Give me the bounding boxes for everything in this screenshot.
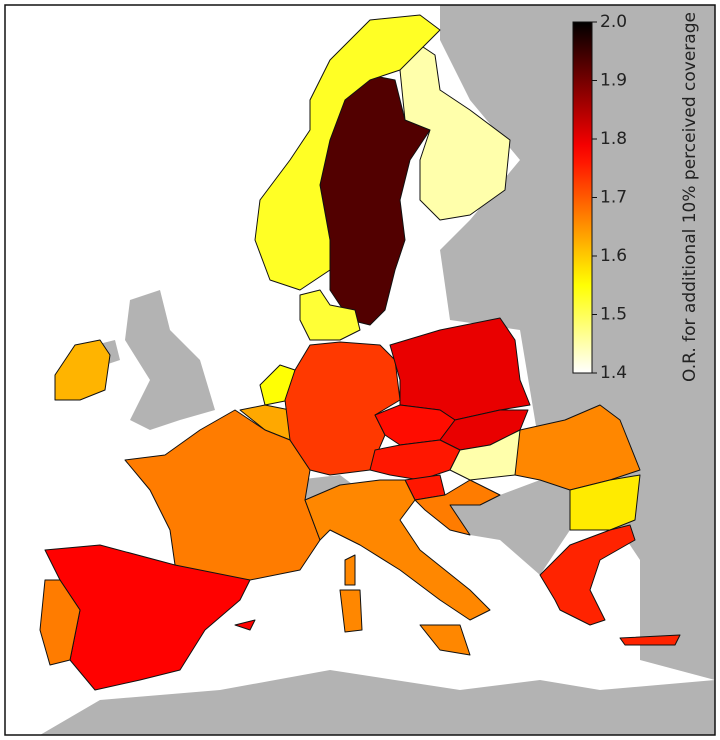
colorbar-label: O.R. for additional 10% perceived covera…	[680, 12, 700, 382]
colorbar-tick-label: 1.9	[600, 71, 627, 91]
country	[389, 317, 531, 421]
colorbar-tick-label: 1.5	[600, 305, 627, 325]
countries	[39, 14, 681, 691]
colorbar	[572, 21, 593, 374]
country	[539, 524, 636, 626]
country	[254, 14, 441, 291]
country	[39, 579, 81, 666]
colorbar-tick-label: 1.7	[600, 188, 627, 208]
frame	[4, 4, 716, 736]
country	[54, 339, 111, 401]
country	[414, 479, 501, 536]
country	[339, 589, 363, 633]
country	[234, 619, 256, 631]
country	[304, 479, 491, 621]
colorbar-tick-label: 1.4	[600, 363, 627, 383]
country	[419, 624, 471, 656]
country	[569, 474, 641, 531]
country	[619, 634, 681, 646]
colorbar-tick-label: 2.0	[600, 12, 627, 32]
country	[514, 404, 641, 491]
country	[399, 44, 511, 221]
country	[299, 289, 361, 341]
colorbar-tick-label: 1.6	[600, 246, 627, 266]
country	[344, 554, 356, 586]
colorbar-tick-label: 1.8	[600, 129, 627, 149]
colorbar-axis: 1.4 1.5 1.6 1.7 1.8 1.9 2.0	[592, 12, 627, 383]
